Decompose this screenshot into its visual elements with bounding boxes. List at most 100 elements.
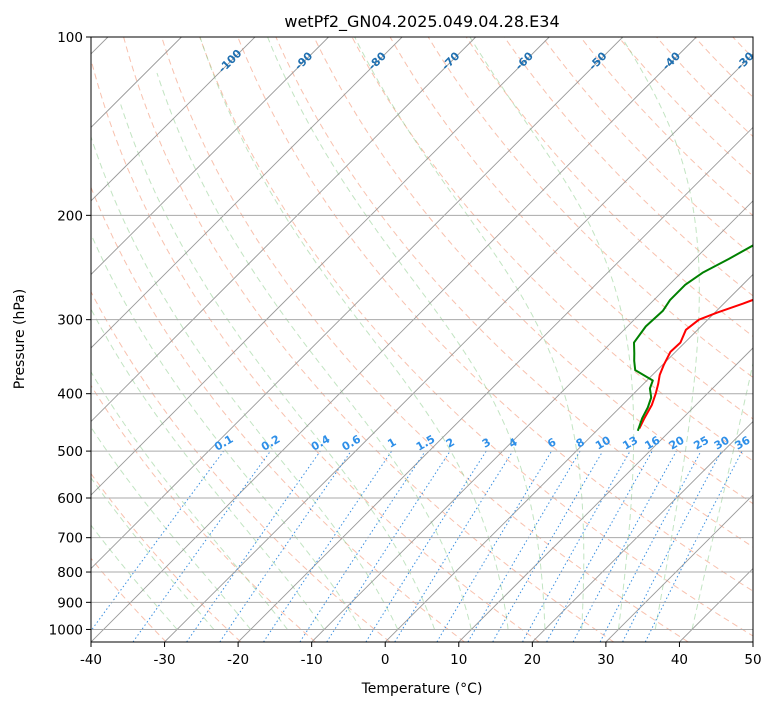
dry-adiabat — [771, 37, 775, 642]
moist-adiabat — [267, 37, 546, 630]
y-tick-label: 500 — [57, 444, 83, 460]
mixing-ratio-label: 0.1 — [212, 433, 235, 454]
isotherm-line — [91, 37, 403, 349]
mixing-ratio-label: 30 — [712, 433, 732, 452]
mixing-ratio-line — [186, 450, 321, 642]
isotherm-label: -100 — [216, 47, 245, 76]
moist-adiabat — [469, 37, 635, 630]
y-tick-label: 900 — [57, 595, 83, 611]
isotherm-line — [91, 37, 476, 423]
mixing-ratio-label: 6 — [545, 435, 558, 450]
moist-adiabat — [91, 370, 288, 630]
dry-adiabat — [161, 37, 689, 642]
mixing-ratio-line — [132, 450, 271, 642]
mixing-ratio-label: 0.6 — [340, 432, 364, 453]
moist-adiabat — [91, 426, 252, 630]
moist-adiabat — [91, 308, 325, 630]
x-tick-label: -10 — [301, 652, 323, 668]
mixing-ratio-line — [219, 450, 352, 642]
y-tick-label: 600 — [57, 491, 83, 507]
isotherm-line — [752, 641, 753, 642]
dry-adiabat — [465, 37, 753, 338]
mixing-ratio-label: 3 — [480, 436, 493, 451]
isotherm-line — [384, 273, 753, 642]
mixing-ratio-line — [622, 450, 722, 642]
dry-adiabat — [503, 37, 753, 297]
mixing-ratio-line — [522, 450, 631, 642]
isotherm-line — [237, 126, 753, 642]
mixing-ratio-line — [326, 450, 451, 642]
mixing-ratio-label: 2 — [444, 436, 457, 451]
y-tick-label: 200 — [57, 208, 83, 224]
dry-adiabat — [275, 37, 753, 548]
y-tick-label: 400 — [57, 387, 83, 403]
isotherm-line — [91, 37, 550, 496]
x-tick-label: -40 — [80, 652, 102, 668]
sounding-profiles — [633, 244, 753, 432]
mixing-ratio-line — [644, 450, 743, 642]
x-axis: -40 -30 -20 -10 0 10 20 30 40 50 — [80, 642, 762, 668]
dry-adiabat — [237, 37, 753, 592]
x-tick-label: 50 — [744, 652, 761, 668]
mixing-ratio-line — [599, 450, 702, 642]
dry-adiabat — [91, 290, 391, 642]
mixing-ratio-labels: 0.1 0.2 0.4 0.6 1 1.5 2 3 4 6 8 10 13 16 20 25 30 36 — [212, 432, 752, 453]
isotherm-line — [311, 200, 753, 642]
dry-adiabat — [91, 57, 540, 642]
reference-lines — [91, 37, 775, 642]
isotherm-line — [91, 37, 624, 570]
isotherm-line — [458, 347, 753, 642]
isotherm-line — [91, 37, 329, 276]
dry-adiabat — [351, 37, 753, 462]
y-tick-label: 100 — [57, 30, 83, 46]
dry-adiabat — [656, 37, 753, 138]
y-tick-label: 1000 — [49, 622, 83, 638]
dry-adiabat — [732, 37, 753, 59]
y-tick-label: 800 — [57, 565, 83, 581]
mixing-ratio-line — [365, 450, 487, 642]
mixing-ratio-label: 0.2 — [259, 433, 282, 454]
isotherm-line — [679, 567, 753, 642]
mixing-ratio-line — [394, 450, 514, 642]
dry-adiabat — [694, 37, 753, 98]
x-tick-label: -30 — [154, 652, 176, 668]
moist-adiabat — [156, 72, 472, 630]
mixing-ratio-label: 10 — [593, 433, 613, 452]
isotherm-label: -40 — [660, 49, 683, 72]
mixing-ratio-label: 13 — [620, 434, 640, 453]
moist-adiabat — [120, 104, 436, 630]
moist-adiabat — [199, 37, 509, 630]
dry-adiabat — [91, 384, 316, 642]
isotherm-label: -70 — [439, 49, 462, 72]
y-tick-label: 700 — [57, 531, 83, 547]
mixing-ratio-label: 36 — [733, 433, 753, 452]
dry-adiabat — [91, 472, 242, 642]
mixing-ratio-line — [492, 450, 604, 642]
isotherm-line — [605, 494, 753, 642]
y-axis: 1000 900 800 700 600 500 400 300 200 100 — [49, 30, 91, 638]
x-tick-label: 40 — [671, 652, 688, 668]
mixing-ratio-label: 8 — [574, 436, 587, 451]
isotherm-line — [532, 420, 753, 642]
mixing-ratio-label: 1.5 — [414, 433, 437, 454]
chart-title: wetPf2_GN04.2025.049.04.28.E34 — [284, 12, 559, 32]
y-tick-label: 300 — [57, 313, 83, 329]
x-axis-label: Temperature (°C) — [361, 681, 483, 697]
y-axis-label: Pressure (hPa) — [12, 289, 28, 389]
mixing-ratio-line — [91, 450, 225, 632]
mixing-ratio-line — [436, 450, 553, 642]
isobar-grid — [91, 37, 753, 630]
x-tick-label: 20 — [524, 652, 541, 668]
isotherm-label: -60 — [513, 49, 536, 72]
mixing-ratio-label: 1 — [385, 436, 398, 451]
temperature-profile — [638, 298, 753, 429]
dry-adiabat — [91, 186, 465, 642]
moist-adiabat — [691, 361, 753, 630]
mixing-ratio-line — [546, 450, 653, 642]
isotherm-line — [91, 37, 697, 642]
mixing-ratio-label: 4 — [506, 435, 519, 450]
moist-adiabat — [91, 476, 215, 630]
dry-adiabat — [389, 37, 753, 420]
plot-frame — [90, 36, 754, 643]
